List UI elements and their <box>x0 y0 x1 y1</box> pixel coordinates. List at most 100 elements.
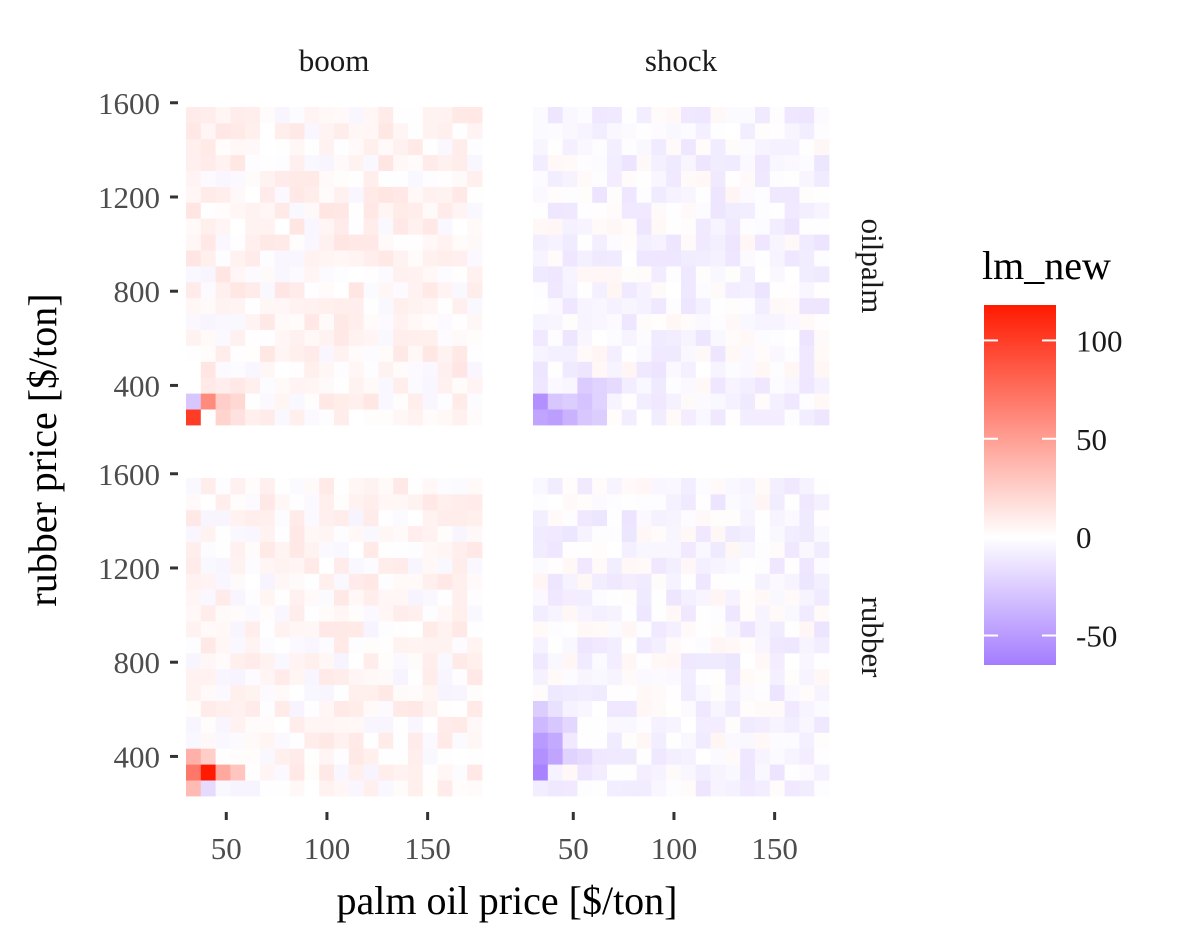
heatmap-cell <box>452 637 468 654</box>
heatmap-cell <box>467 637 483 654</box>
heatmap-cell <box>725 202 741 219</box>
heatmap-cell <box>215 684 231 701</box>
heatmap-cell <box>547 393 563 410</box>
heatmap-cell <box>348 637 364 654</box>
heatmap-cell <box>422 250 438 267</box>
panel-rubber-shock <box>533 478 830 797</box>
heatmap-cell <box>319 525 335 542</box>
heatmap-cell <box>274 748 290 765</box>
heatmap-cell <box>814 748 830 765</box>
heatmap-cell <box>260 329 276 346</box>
heatmap-cell <box>289 234 305 251</box>
heatmap-cell <box>814 361 830 378</box>
heatmap-cell <box>393 393 409 410</box>
heatmap-cell <box>289 393 305 410</box>
heatmap-cell <box>408 509 424 527</box>
heatmap-cell <box>740 138 756 156</box>
heatmap-cell <box>304 107 320 124</box>
heatmap-cell <box>547 234 563 251</box>
heatmap-cell <box>289 361 305 378</box>
heatmap-cell <box>562 557 578 574</box>
heatmap-cell <box>769 573 785 590</box>
heatmap-cell <box>695 509 711 527</box>
heatmap-cell <box>289 716 305 733</box>
heatmap-cell <box>547 589 563 606</box>
heatmap-cell <box>533 652 549 670</box>
heatmap-cell <box>408 748 424 765</box>
y-tick-label: 1200 <box>98 180 160 215</box>
heatmap-cell <box>740 313 756 330</box>
heatmap-cell <box>422 281 438 299</box>
heatmap-cell <box>274 250 290 267</box>
heatmap-cell <box>799 557 815 574</box>
heatmap-cell <box>245 573 261 590</box>
heatmap-cell <box>592 668 608 686</box>
heatmap-cell <box>289 122 305 140</box>
heatmap-cell <box>592 170 608 187</box>
heatmap-cell <box>533 637 549 654</box>
heatmap-cell <box>289 732 305 749</box>
heatmap-cell <box>200 250 216 267</box>
heatmap-cell <box>681 541 697 558</box>
heatmap-cell <box>230 234 246 251</box>
heatmap-cell <box>784 250 800 267</box>
heatmap-cell <box>245 361 261 378</box>
heatmap-cell <box>408 234 424 251</box>
heatmap-cell <box>245 313 261 330</box>
heatmap-cell <box>363 107 379 124</box>
heatmap-cell <box>393 107 409 124</box>
heatmap-cell <box>769 297 785 315</box>
heatmap-cell <box>577 361 593 378</box>
heatmap-cell <box>740 186 756 203</box>
heatmap-cell <box>304 732 320 749</box>
heatmap-cell <box>681 748 697 765</box>
heatmap-cell <box>636 329 652 346</box>
heatmap-cell <box>814 525 830 542</box>
heatmap-cell <box>289 154 305 171</box>
heatmap-cell <box>215 345 231 362</box>
heatmap-cell <box>274 186 290 203</box>
heatmap-cell <box>651 122 667 140</box>
heatmap-cell <box>408 186 424 203</box>
heatmap-cell <box>274 218 290 235</box>
heatmap-cell <box>467 409 483 426</box>
heatmap-cell <box>607 684 623 701</box>
heatmap-cell <box>814 557 830 574</box>
heatmap-cell <box>621 700 637 717</box>
heatmap-cell <box>378 780 394 797</box>
heatmap-cell <box>437 297 453 315</box>
heatmap-cell <box>562 281 578 299</box>
heatmap-cell <box>304 266 320 283</box>
heatmap-cell <box>334 234 350 251</box>
heatmap-cell <box>422 478 438 495</box>
heatmap-cell <box>636 541 652 558</box>
heatmap-cell <box>577 557 593 574</box>
heatmap-cell <box>230 329 246 346</box>
heatmap-cell <box>725 297 741 315</box>
heatmap-cell <box>437 154 453 171</box>
heatmap-cell <box>363 525 379 542</box>
heatmap-cell <box>452 266 468 283</box>
heatmap-cell <box>547 764 563 781</box>
heatmap-cell <box>334 716 350 733</box>
heatmap-cell <box>437 478 453 495</box>
heatmap-cell <box>577 250 593 267</box>
heatmap-cell <box>319 186 335 203</box>
heatmap-cell <box>681 377 697 394</box>
heatmap-cell <box>408 297 424 315</box>
heatmap-cell <box>452 700 468 717</box>
heatmap-cell <box>319 748 335 765</box>
heatmap-cell <box>215 409 231 426</box>
heatmap-cell <box>562 313 578 330</box>
heatmap-cell <box>592 684 608 701</box>
heatmap-cell <box>666 138 682 156</box>
heatmap-cell <box>363 345 379 362</box>
heatmap-cell <box>467 329 483 346</box>
heatmap-cell <box>651 684 667 701</box>
heatmap-cell <box>378 107 394 124</box>
heatmap-cell <box>799 329 815 346</box>
heatmap-cell <box>200 186 216 203</box>
heatmap-cell <box>695 525 711 542</box>
